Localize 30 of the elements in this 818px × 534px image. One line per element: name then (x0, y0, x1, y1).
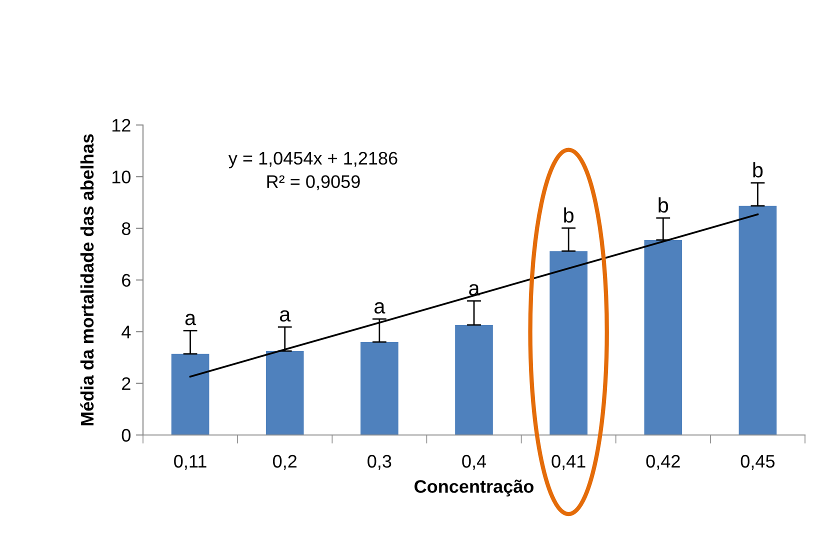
x-tick-label: 0,2 (273, 454, 296, 470)
y-tick-label: 10 (112, 170, 130, 184)
x-tick-label: 0,4 (462, 454, 486, 470)
x-tick-label: 0,45 (740, 454, 775, 470)
x-tick-label: 0,11 (174, 454, 206, 470)
y-tick-label: 12 (112, 118, 130, 132)
x-tick-label: 0,41 (552, 454, 586, 470)
y-tick-label: 8 (122, 222, 130, 236)
annotation: a (185, 314, 196, 326)
annotation: b (753, 162, 763, 178)
annotation: b (658, 197, 668, 213)
x-tick-label: 0,3 (368, 454, 392, 470)
x-tick-label: 0,42 (646, 454, 680, 470)
annotation: a (374, 302, 386, 314)
bar (738, 206, 777, 435)
x-axis-title: Concentração (414, 480, 534, 496)
y-axis-title: Média da mortalidade das abelhas (80, 134, 94, 426)
bar (644, 240, 682, 435)
bar (171, 354, 210, 435)
y-tick-label: 0 (122, 428, 130, 442)
annotation: b (564, 207, 574, 223)
y-tick-label: 2 (122, 377, 130, 390)
y-tick-label: 6 (122, 274, 130, 287)
bar (550, 251, 588, 435)
bar (455, 324, 493, 435)
annotation: a (280, 310, 291, 322)
annotation: y = 1,0454x + 1,2186 R² = 0,9059 (228, 152, 398, 190)
bar (360, 342, 398, 435)
y-tick-label: 4 (122, 326, 131, 338)
bar (266, 351, 304, 435)
